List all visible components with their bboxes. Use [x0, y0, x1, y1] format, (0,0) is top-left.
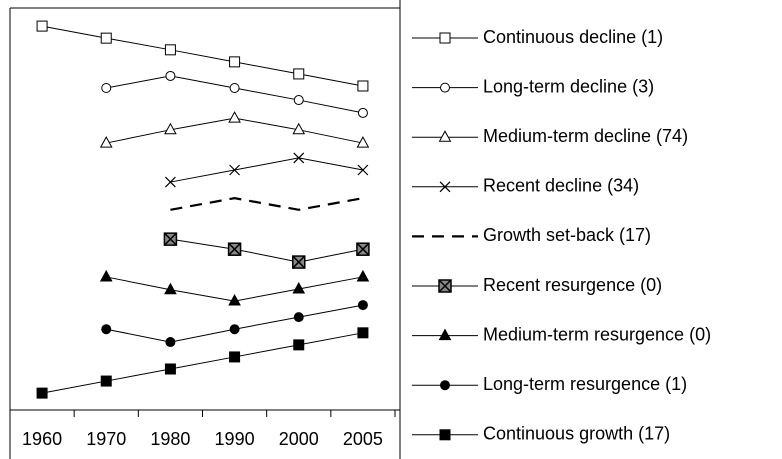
point-marker — [36, 387, 48, 399]
point-marker — [101, 82, 112, 93]
x-tick-label: 1960 — [22, 429, 62, 449]
point-marker — [164, 176, 176, 188]
point-marker — [228, 111, 241, 123]
point-marker — [164, 282, 177, 295]
point-marker — [292, 122, 306, 135]
point-marker — [36, 20, 48, 32]
legend-marker — [439, 181, 451, 193]
marker-cross — [163, 232, 177, 246]
legend-marker — [439, 429, 451, 441]
point-marker — [101, 324, 112, 335]
x-tick-label: 1980 — [150, 429, 190, 449]
point-marker — [229, 56, 241, 68]
point-marker — [163, 232, 178, 246]
series-line — [170, 197, 364, 211]
point-marker — [356, 269, 370, 282]
marker-cross — [228, 242, 242, 256]
series-line — [41, 25, 364, 87]
legend-label: Recent decline (34) — [483, 176, 639, 196]
point-marker — [356, 136, 370, 148]
legend-label: Continuous growth (17) — [483, 424, 670, 444]
point-marker — [228, 294, 241, 306]
point-marker — [164, 363, 176, 375]
point-marker — [229, 351, 241, 363]
point-marker — [292, 255, 306, 269]
marker-cross — [292, 255, 306, 269]
legend-marker — [438, 328, 452, 341]
point-marker — [99, 269, 113, 282]
point-marker — [357, 107, 368, 118]
legend-label: Growth set-back (17) — [483, 225, 651, 245]
point-marker — [292, 281, 306, 294]
point-marker — [293, 312, 304, 323]
series-line — [170, 238, 364, 263]
legend-marker — [440, 82, 450, 93]
legend-label: Recent resurgence (0) — [483, 275, 662, 295]
point-marker — [164, 122, 177, 135]
point-marker — [100, 32, 112, 44]
point-marker — [357, 164, 369, 176]
point-marker — [293, 95, 304, 106]
point-marker — [164, 44, 176, 56]
x-tick-label: 2000 — [279, 429, 319, 449]
point-marker — [357, 327, 369, 339]
point-marker — [229, 324, 240, 335]
legend-marker — [438, 130, 452, 142]
point-marker — [229, 164, 241, 176]
point-marker — [100, 375, 112, 387]
marker-cross — [356, 242, 370, 256]
point-marker — [357, 300, 368, 311]
x-tick-label: 1990 — [215, 429, 255, 449]
legend-label: Long-term resurgence (1) — [483, 374, 687, 394]
x-tick-label: 1970 — [86, 429, 126, 449]
legend-label: Medium-term resurgence (0) — [483, 324, 711, 344]
legend-marker — [440, 380, 450, 391]
point-marker — [165, 337, 176, 348]
point-marker — [357, 80, 369, 92]
legend-marker — [439, 32, 451, 44]
legend-label: Medium-term decline (74) — [483, 126, 688, 146]
point-marker — [356, 242, 370, 256]
legend-label: Long-term decline (3) — [483, 76, 654, 96]
point-marker — [293, 152, 305, 164]
legend-marker — [438, 279, 452, 293]
point-marker — [165, 70, 176, 81]
point-marker — [229, 82, 240, 93]
point-marker — [293, 339, 305, 351]
marker-cross — [438, 279, 452, 293]
point-marker — [99, 136, 113, 148]
series-line — [41, 332, 364, 394]
x-tick-label: 2005 — [343, 429, 383, 449]
point-marker — [293, 68, 305, 80]
legend-label: Continuous decline (1) — [483, 27, 663, 47]
series-line — [170, 157, 364, 183]
point-marker — [227, 242, 242, 256]
